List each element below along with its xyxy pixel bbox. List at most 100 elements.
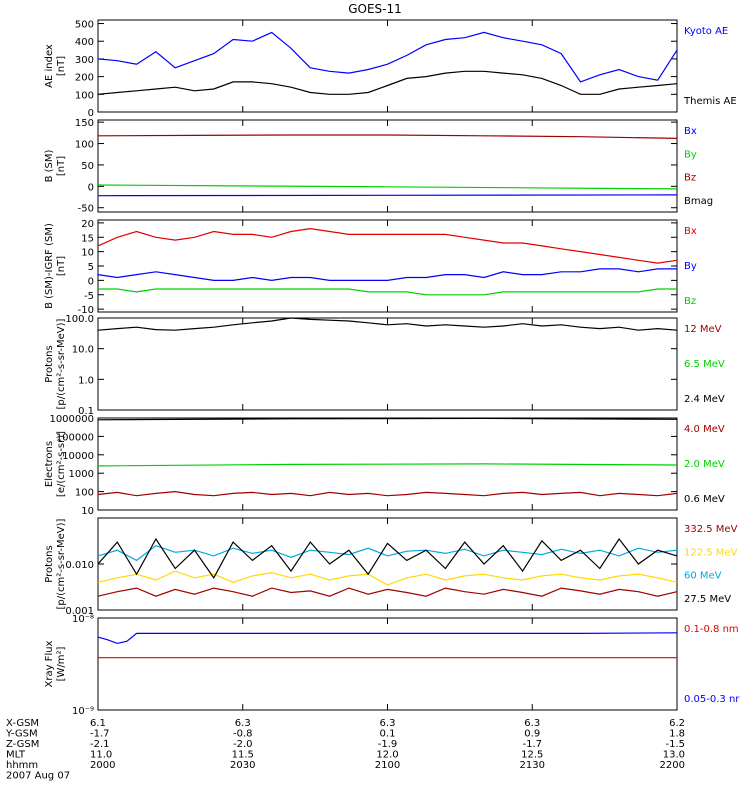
- series-line: [97, 194, 678, 197]
- orbit-value: 6.3: [235, 718, 251, 729]
- orbit-value: 13.0: [663, 750, 685, 761]
- orbit-value: 2030: [230, 760, 255, 771]
- panel-frame: [97, 119, 678, 213]
- orbit-table: X-GSM 6.1 6.3 6.3 6.3 6.2 Y-GSM -1.7 -0.8 0.1 0.9 1…: [5, 718, 685, 782]
- orbit-value: -0.8: [233, 729, 253, 740]
- y-tick-label: 10000: [62, 451, 94, 462]
- legend-entry: 0.05-0.3 nr: [684, 694, 740, 705]
- orbit-value: 2130: [520, 760, 545, 771]
- legend-entry: Themis AE: [683, 96, 737, 107]
- y-tick-label: 5: [88, 262, 94, 273]
- legend-entry: 27.5 MeV: [684, 594, 731, 605]
- series-line: [97, 184, 678, 190]
- orbit-value: 2000: [90, 760, 115, 771]
- panel-b_sm: -50 0 50 100 150 B (SM) [nT] Bx By Bz Bmag: [44, 118, 713, 215]
- legend-entry: 0.6 MeV: [684, 494, 725, 505]
- y-tick-label: 100.0: [65, 314, 94, 325]
- y-tick-label: 300: [75, 55, 94, 66]
- series-line: [97, 463, 678, 467]
- panel-protons_low: 0.1 1.0 10.0 100.0 Protons [p/(cm²-s-sr-MeV)]…: [44, 314, 725, 417]
- series-line: [97, 134, 678, 139]
- orbit-value: 12.0: [376, 750, 398, 761]
- panel-ae: 0 100 200 300 400 500 AE index [nT] Kyoto AE Them…: [44, 19, 737, 119]
- y-tick-label: 0.001: [65, 606, 94, 617]
- orbit-value: -1.5: [665, 739, 685, 750]
- y-axis-label: [p/(cm²-s-sr-MeV)]: [56, 318, 67, 409]
- y-axis-label: Xray Flux: [44, 640, 55, 687]
- y-tick-label: 10.0: [72, 345, 94, 356]
- orbit-value: 6.2: [669, 718, 685, 729]
- legend-entry: 2.0 MeV: [684, 459, 725, 470]
- orbit-value: -2.1: [90, 739, 110, 750]
- y-axis-label: AE index: [44, 44, 55, 88]
- y-tick-label: -5: [84, 291, 94, 302]
- legend-entry: Bz: [684, 173, 696, 184]
- y-tick-label: 0: [88, 108, 94, 119]
- y-axis-label: B (SM): [44, 149, 55, 182]
- y-tick-label: -50: [78, 204, 94, 215]
- series-line: [97, 490, 678, 497]
- legend-entry: 122.5 MeV: [684, 547, 738, 558]
- series-line: [97, 545, 678, 562]
- y-tick-label: 15: [81, 233, 94, 244]
- y-tick-label: 10: [81, 506, 94, 517]
- legend-entry: 6.5 MeV: [684, 359, 725, 370]
- y-tick-label: 20: [81, 219, 94, 230]
- legend-entry: 2.4 MeV: [684, 394, 725, 405]
- series-line: [97, 632, 678, 645]
- y-axis-label: [nT]: [56, 56, 67, 76]
- series-line: [97, 587, 678, 597]
- series-line: [97, 317, 678, 331]
- orbit-value: 1.8: [669, 729, 685, 740]
- y-axis-label: [p/(cm²-s-sr-MeV)]: [56, 518, 67, 609]
- y-tick-label: 50: [81, 161, 94, 172]
- y-axis-label: Electrons: [44, 441, 55, 487]
- series-line: [97, 227, 678, 264]
- y-tick-label: 0.010: [65, 560, 94, 571]
- y-tick-label: 10⁻⁹: [72, 706, 94, 717]
- panel-frame: [97, 617, 678, 711]
- legend-entry: By: [684, 149, 697, 160]
- panel-b_igrf: -10 -5 0 5 10 15 20 B (SM)-IGRF (SM) [nT] Bx By Bz: [44, 219, 697, 316]
- orbit-row-label: Z-GSM: [6, 739, 39, 750]
- orbit-value: 6.1: [90, 718, 106, 729]
- legend-entry: 4.0 MeV: [684, 424, 725, 435]
- y-tick-label: 0: [88, 276, 94, 287]
- series-line: [97, 31, 678, 83]
- y-tick-label: 100: [75, 488, 94, 499]
- orbit-value: 0.9: [524, 729, 540, 740]
- panel-protons_high: 0.001 0.010 Protons [p/(cm²-s-sr-MeV)] 332.5…: [44, 517, 738, 617]
- series-line: [97, 570, 678, 586]
- y-tick-label: 100000: [56, 432, 94, 443]
- y-tick-label: 0.1: [78, 406, 94, 417]
- y-tick-label: 100: [75, 140, 94, 151]
- legend-entry: Bz: [684, 296, 696, 307]
- y-tick-label: 10: [81, 248, 94, 259]
- legend-entry: 12 MeV: [684, 324, 722, 335]
- legend-entry: By: [684, 261, 697, 272]
- y-tick-label: 100: [75, 90, 94, 101]
- legend-entry: 332.5 MeV: [684, 524, 738, 535]
- series-line: [97, 70, 678, 95]
- orbit-value: 12.5: [521, 750, 543, 761]
- orbit-row-label: X-GSM: [6, 718, 39, 729]
- orbit-value: 2100: [375, 760, 400, 771]
- legend-entry: Bx: [684, 226, 697, 237]
- series-line: [97, 417, 678, 421]
- legend-entry: Bmag: [684, 196, 713, 207]
- y-axis-label: Protons: [44, 545, 55, 582]
- panel-frame: [97, 517, 678, 611]
- orbit-value: -1.9: [378, 739, 398, 750]
- orbit-value: -2.0: [233, 739, 253, 750]
- legend-entry: 60 MeV: [684, 571, 722, 582]
- orbit-value: 6.3: [380, 718, 396, 729]
- y-axis-label: [W/m²]: [56, 646, 67, 681]
- panel-xray: 10⁻⁹ 10⁻⁸ Xray Flux [W/m²] 0.1-0.8 nm 0.05-0.…: [44, 614, 740, 717]
- orbit-value: 6.3: [524, 718, 540, 729]
- orbit-row-label: MLT: [6, 750, 26, 761]
- y-tick-label: 0: [88, 182, 94, 193]
- legend-entry: Bx: [684, 126, 697, 137]
- series-line: [98, 288, 677, 296]
- series-line: [97, 537, 678, 579]
